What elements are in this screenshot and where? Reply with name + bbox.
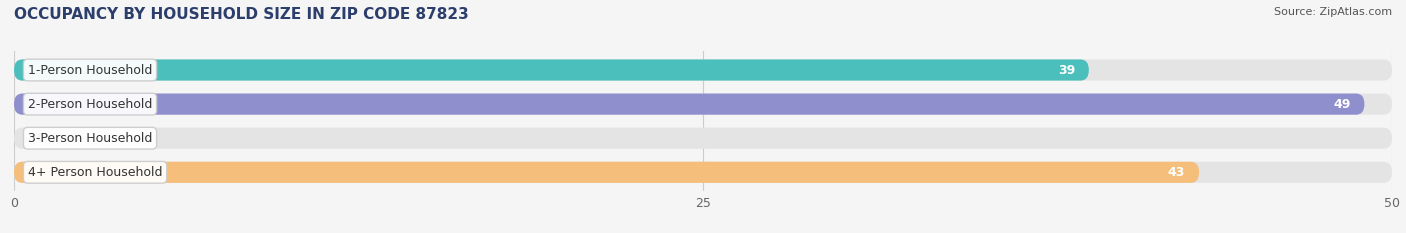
FancyBboxPatch shape (14, 162, 1392, 183)
FancyBboxPatch shape (14, 162, 1199, 183)
FancyBboxPatch shape (14, 128, 1392, 149)
Text: 39: 39 (1057, 64, 1076, 76)
Text: 0: 0 (37, 132, 45, 145)
Text: 3-Person Household: 3-Person Household (28, 132, 152, 145)
Text: 2-Person Household: 2-Person Household (28, 98, 152, 111)
FancyBboxPatch shape (14, 59, 1088, 81)
FancyBboxPatch shape (14, 59, 1392, 81)
Text: OCCUPANCY BY HOUSEHOLD SIZE IN ZIP CODE 87823: OCCUPANCY BY HOUSEHOLD SIZE IN ZIP CODE … (14, 7, 468, 22)
FancyBboxPatch shape (14, 93, 1364, 115)
Text: 43: 43 (1168, 166, 1185, 179)
Text: Source: ZipAtlas.com: Source: ZipAtlas.com (1274, 7, 1392, 17)
Text: 49: 49 (1333, 98, 1351, 111)
Text: 1-Person Household: 1-Person Household (28, 64, 152, 76)
Text: 4+ Person Household: 4+ Person Household (28, 166, 162, 179)
FancyBboxPatch shape (14, 93, 1392, 115)
